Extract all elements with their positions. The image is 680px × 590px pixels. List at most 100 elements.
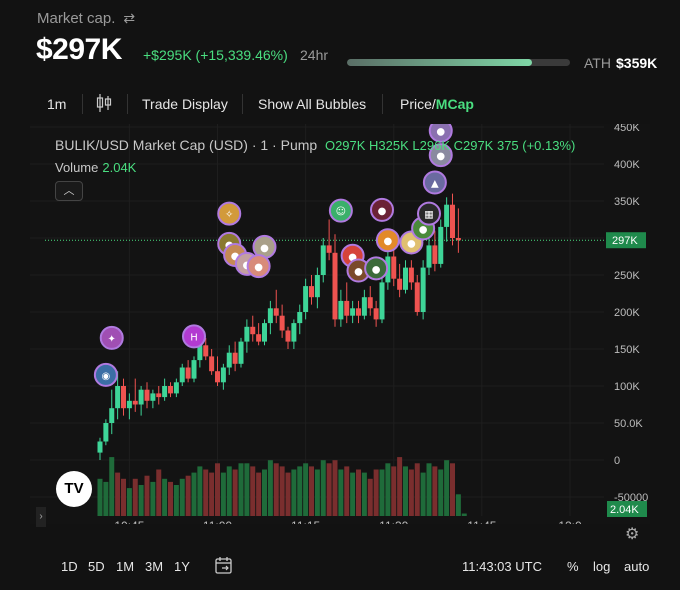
candle-body — [109, 408, 115, 423]
ath-label: ATH — [584, 55, 611, 71]
candle-body — [350, 308, 356, 316]
trader-avatar-icon — [428, 124, 453, 143]
candle-body — [132, 400, 138, 405]
volume-bar — [356, 469, 361, 516]
show-bubbles-button[interactable]: Show All Bubbles — [258, 96, 367, 112]
volume-bar — [432, 466, 438, 516]
range-1d[interactable]: 1D — [61, 559, 78, 574]
trader-avatar-glyph: ● — [436, 127, 445, 138]
tradingview-logo[interactable]: TV — [56, 471, 92, 507]
candle-body — [426, 245, 432, 268]
candle-body — [256, 334, 262, 342]
range-3m[interactable]: 3M — [145, 559, 164, 574]
volume-bar — [138, 485, 144, 516]
market-cap-title: Market cap. — [37, 10, 116, 27]
price-option[interactable]: Price/ — [400, 96, 436, 112]
utc-clock[interactable]: 11:43:03 UTC — [462, 559, 542, 574]
chart-area[interactable]: 450K400K350K300K250K200K150K100K50.0K0-5… — [30, 124, 650, 524]
time-tick-label: 11:00 — [203, 519, 232, 524]
date-range-icon[interactable] — [214, 555, 234, 578]
candle-body — [262, 323, 267, 342]
candle-body — [326, 245, 332, 253]
volume-bar — [420, 472, 426, 516]
ath-value: $359K — [616, 55, 658, 71]
volume-bar — [244, 463, 250, 516]
volume-bar — [97, 478, 103, 516]
candle-body — [173, 382, 179, 394]
volume-bar — [132, 478, 138, 516]
chevron-right-icon[interactable]: › — [36, 507, 46, 527]
candle-body — [244, 326, 250, 342]
candle-body — [432, 245, 438, 264]
volume-bar — [438, 469, 444, 516]
interval-selector[interactable]: 1m — [47, 96, 67, 112]
candle-body — [332, 252, 338, 320]
trader-avatar-glyph: ● — [384, 236, 393, 247]
volume-bar — [121, 478, 126, 516]
volume-tag-text: 2.04K — [610, 504, 639, 516]
candle-body — [126, 400, 132, 409]
volume-bar — [279, 466, 285, 516]
volume-bar — [350, 472, 356, 516]
volume-bar — [414, 463, 420, 516]
trader-avatar-glyph: ☺ — [336, 207, 346, 218]
volume-bar — [238, 463, 244, 516]
chart-toolbar: 1m Trade Display Show All Bubbles Price/… — [30, 86, 650, 122]
candle-body — [197, 345, 203, 361]
price-tick-label: 350K — [614, 196, 640, 208]
volume-bar — [262, 469, 267, 516]
mcap-option[interactable]: MCap — [435, 96, 474, 112]
volume-bar — [226, 466, 232, 516]
volume-label: Volume — [55, 160, 99, 175]
volume-bar — [162, 478, 168, 516]
trader-avatar-glyph: ✧ — [225, 210, 233, 221]
chevron-up-icon[interactable]: ︿ — [55, 181, 83, 201]
volume-bar — [444, 460, 450, 516]
candle-body — [97, 441, 103, 453]
current-price-tag — [606, 232, 646, 249]
volume-tag — [607, 501, 647, 517]
range-5d[interactable]: 5D — [88, 559, 105, 574]
trader-avatar-icon — [99, 325, 124, 350]
candle-body — [391, 256, 397, 279]
price-tick-label: 0 — [614, 455, 620, 467]
volume-bar — [373, 469, 379, 516]
candle-body — [408, 267, 414, 283]
candle-body — [273, 308, 279, 316]
change-period: 24hr — [300, 47, 329, 63]
trader-avatar-glyph: ● — [419, 224, 428, 235]
candle-body — [309, 286, 314, 298]
candle-body — [191, 360, 197, 379]
auto-toggle[interactable]: auto — [624, 559, 650, 574]
candle-body — [209, 356, 215, 372]
volume-bar — [179, 478, 185, 516]
volume-bar — [185, 475, 191, 516]
range-1m[interactable]: 1M — [116, 559, 135, 574]
time-tick-label: 11:30 — [379, 519, 408, 524]
volume-bar — [267, 460, 273, 516]
price-tick-label: 250K — [614, 270, 640, 282]
candle-body — [450, 204, 455, 238]
trader-avatar-glyph: ▦ — [424, 210, 433, 221]
trade-display-button[interactable]: Trade Display — [142, 96, 228, 112]
time-tick-label: 10:45 — [114, 519, 144, 524]
gear-icon[interactable]: ⚙ — [625, 526, 640, 543]
volume-bar — [367, 478, 373, 516]
range-1y[interactable]: 1Y — [174, 559, 190, 574]
market-cap-chart[interactable]: 450K400K350K300K250K200K150K100K50.0K0-5… — [30, 124, 650, 524]
candle-body — [121, 386, 126, 409]
candlestick-icon[interactable] — [96, 93, 112, 116]
price-tick-label: 50.0K — [614, 418, 643, 430]
market-cap-label: Market cap. ⇄ — [37, 10, 135, 27]
volume-bar — [126, 488, 132, 516]
candle-body — [144, 389, 150, 401]
swap-arrows-icon[interactable]: ⇄ — [123, 10, 136, 26]
price-mcap-toggle[interactable]: Price/MCap — [400, 96, 474, 112]
percent-toggle[interactable]: % — [567, 559, 579, 574]
volume-bar — [332, 460, 338, 516]
volume-bar — [144, 475, 150, 516]
trader-avatar-glyph: ◉ — [102, 371, 111, 382]
log-toggle[interactable]: log — [593, 559, 611, 574]
trader-avatar-glyph: ● — [407, 238, 416, 249]
candle-body — [232, 352, 238, 364]
